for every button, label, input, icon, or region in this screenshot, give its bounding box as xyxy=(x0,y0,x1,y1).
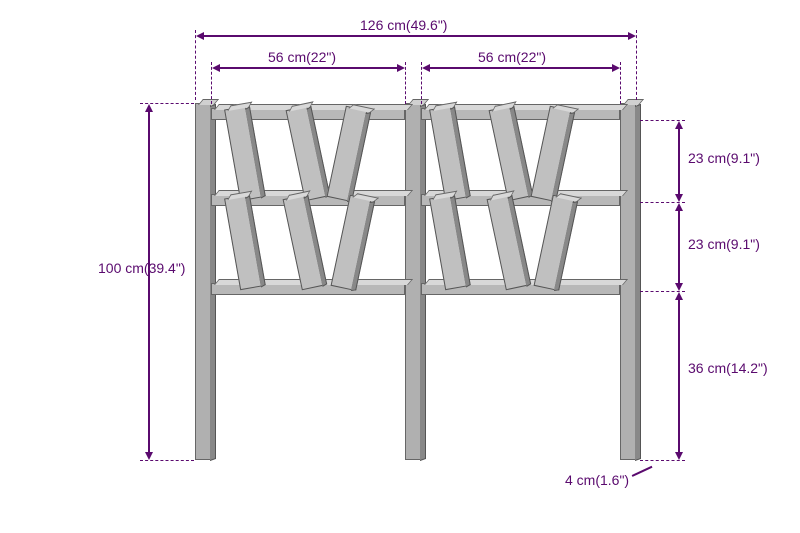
dim-line xyxy=(678,207,680,287)
arrow xyxy=(212,64,220,72)
ext-line xyxy=(140,460,194,461)
arrow xyxy=(675,121,683,129)
dim-panel-left: 56 cm(22") xyxy=(268,49,336,65)
slat xyxy=(286,106,327,202)
dim-leg-height: 36 cm(14.2") xyxy=(688,360,768,376)
ext-line xyxy=(640,460,685,461)
ext-line xyxy=(195,30,196,100)
dim-line xyxy=(678,125,680,198)
post-left xyxy=(195,103,211,460)
dim-line xyxy=(148,108,150,456)
slat xyxy=(429,106,467,201)
dim-line xyxy=(200,35,632,37)
slat xyxy=(224,106,262,201)
arrow xyxy=(196,32,204,40)
slat xyxy=(531,106,572,202)
slat xyxy=(224,195,262,290)
slat xyxy=(283,195,324,291)
arrow xyxy=(675,203,683,211)
arrow xyxy=(675,194,683,202)
dim-section-upper: 23 cm(9.1") xyxy=(688,150,760,166)
arrow xyxy=(145,452,153,460)
dim-line xyxy=(426,67,616,69)
arrow xyxy=(675,283,683,291)
dim-depth: 4 cm(1.6") xyxy=(565,472,629,488)
slat xyxy=(429,195,467,290)
dim-section-middle: 23 cm(9.1") xyxy=(688,236,760,252)
ext-line xyxy=(636,30,637,100)
slat xyxy=(331,195,372,291)
arrow xyxy=(422,64,430,72)
arrow xyxy=(397,64,405,72)
dim-line xyxy=(216,67,401,69)
dim-panel-right: 56 cm(22") xyxy=(478,49,546,65)
dim-total-width: 126 cm(49.6") xyxy=(360,17,447,33)
dim-line xyxy=(632,466,653,477)
arrow xyxy=(628,32,636,40)
slat xyxy=(489,106,530,202)
slat xyxy=(487,195,528,291)
ext-line xyxy=(405,62,406,104)
slat xyxy=(327,106,368,202)
arrow xyxy=(145,104,153,112)
ext-line xyxy=(620,62,621,104)
dim-total-height: 100 cm(39.4") xyxy=(98,260,185,276)
arrow xyxy=(675,292,683,300)
arrow xyxy=(612,64,620,72)
headboard-dimension-diagram: 126 cm(49.6") 56 cm(22") 56 cm(22") 100 … xyxy=(0,0,800,533)
slat xyxy=(534,195,575,291)
arrow xyxy=(675,452,683,460)
dim-line xyxy=(678,296,680,456)
